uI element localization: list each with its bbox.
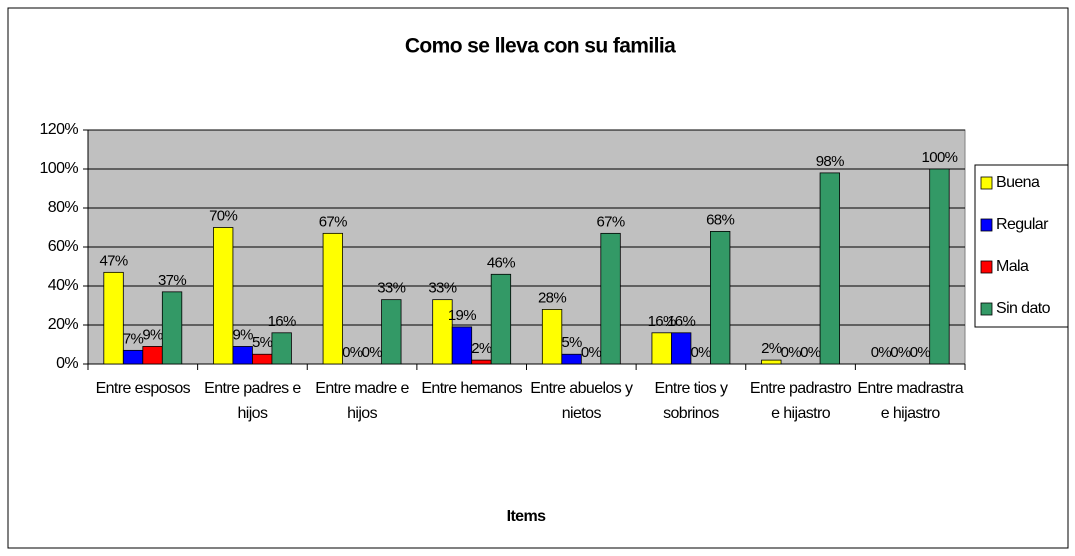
legend-label: Sin dato — [996, 300, 1051, 317]
bar — [142, 346, 163, 365]
data-label: 19% — [448, 307, 476, 324]
data-label: 98% — [816, 153, 844, 170]
y-tick-label: 20% — [48, 316, 79, 333]
data-label: 46% — [487, 254, 515, 271]
x-tick-label-box: Entre padres e hijos — [204, 380, 301, 422]
data-label: 67% — [596, 213, 624, 230]
legend-label: Buena — [996, 174, 1040, 191]
data-label: 9% — [232, 326, 253, 343]
data-label: 100% — [921, 149, 957, 166]
legend-swatch — [980, 302, 993, 316]
bar — [761, 359, 782, 365]
data-label: 0% — [800, 344, 821, 361]
y-tick-label: 0% — [56, 355, 78, 372]
bar — [451, 326, 473, 365]
bar — [471, 359, 492, 365]
bar — [381, 299, 402, 365]
data-label: 0% — [362, 344, 383, 361]
data-label: 33% — [377, 280, 405, 297]
data-label: 37% — [158, 272, 186, 289]
bar — [252, 353, 273, 365]
x-tick-label: Entre padres e hijos — [204, 380, 301, 422]
data-label: 0% — [910, 344, 931, 361]
x-tick-label: Entre tios y sobrinos — [654, 380, 728, 422]
data-label: 16% — [648, 313, 676, 330]
y-tick-label: 60% — [48, 238, 79, 255]
x-tick-label-box: Entre madre e hijos — [315, 380, 409, 422]
x-tick-label: Entre madrastra e hijastro — [857, 380, 964, 422]
x-tick-label-box: Entre hemanos — [421, 380, 523, 397]
bar — [271, 332, 292, 365]
x-tick-label-box: Entre abuelos y nietos — [530, 380, 633, 422]
data-label: 2% — [471, 340, 492, 357]
legend-label: Mala — [996, 258, 1029, 275]
bar — [122, 349, 144, 365]
x-axis-title: Items — [507, 508, 546, 525]
x-tick-label-box: Entre esposos — [95, 380, 191, 397]
x-tick-label: Entre madre e hijos — [315, 380, 409, 422]
bar — [541, 308, 563, 365]
bar — [671, 332, 692, 365]
x-tick-label: Entre abuelos y nietos — [530, 380, 633, 422]
legend-swatch — [980, 218, 993, 232]
data-label: 0% — [342, 344, 363, 361]
data-label: 9% — [142, 326, 163, 343]
x-tick-label-box: Entre padrastro e hijastro — [749, 380, 852, 422]
y-tick-label: 80% — [48, 199, 79, 216]
data-label: 33% — [428, 280, 456, 297]
chart-title: Como se lleva con su familia — [405, 35, 676, 58]
x-tick-label: Entre hemanos — [421, 380, 523, 397]
bar — [322, 232, 343, 365]
data-label: 7% — [123, 330, 144, 347]
data-label: 68% — [706, 211, 734, 228]
data-label: 0% — [871, 344, 892, 361]
x-tick-label: Entre padrastro e hijastro — [749, 380, 852, 422]
data-label: 5% — [252, 334, 273, 351]
bar — [161, 291, 183, 365]
legend-box — [974, 164, 1069, 328]
x-tick-label-box: Entre tios y sobrinos — [654, 380, 728, 422]
data-label: 5% — [561, 334, 582, 351]
x-tick-label: Entre esposos — [95, 380, 191, 397]
bar — [929, 168, 950, 365]
data-label: 47% — [99, 252, 127, 269]
data-label: 67% — [319, 213, 347, 230]
data-label: 28% — [538, 289, 566, 306]
bar — [710, 230, 731, 365]
data-label: 2% — [761, 340, 782, 357]
bar — [213, 227, 234, 365]
x-tick-label-box: Entre madrastra e hijastro — [857, 380, 964, 422]
data-label: 0% — [581, 344, 602, 361]
bar — [103, 271, 124, 365]
bar — [819, 172, 840, 365]
legend-swatch — [980, 176, 993, 190]
data-label: 0% — [781, 344, 802, 361]
data-label: 0% — [690, 344, 711, 361]
y-tick-label: 120% — [39, 121, 78, 138]
bar — [232, 346, 253, 365]
bar — [651, 332, 672, 365]
data-label: 16% — [268, 313, 296, 330]
data-label: 70% — [209, 207, 237, 224]
bar — [600, 232, 621, 365]
bar — [561, 353, 582, 365]
bar — [490, 273, 512, 365]
y-tick-label: 40% — [48, 277, 79, 294]
data-label: 0% — [890, 344, 911, 361]
legend-label: Regular — [996, 216, 1049, 233]
legend-swatch — [980, 260, 993, 274]
data-label: 16% — [667, 313, 695, 330]
y-tick-label: 100% — [39, 160, 78, 177]
